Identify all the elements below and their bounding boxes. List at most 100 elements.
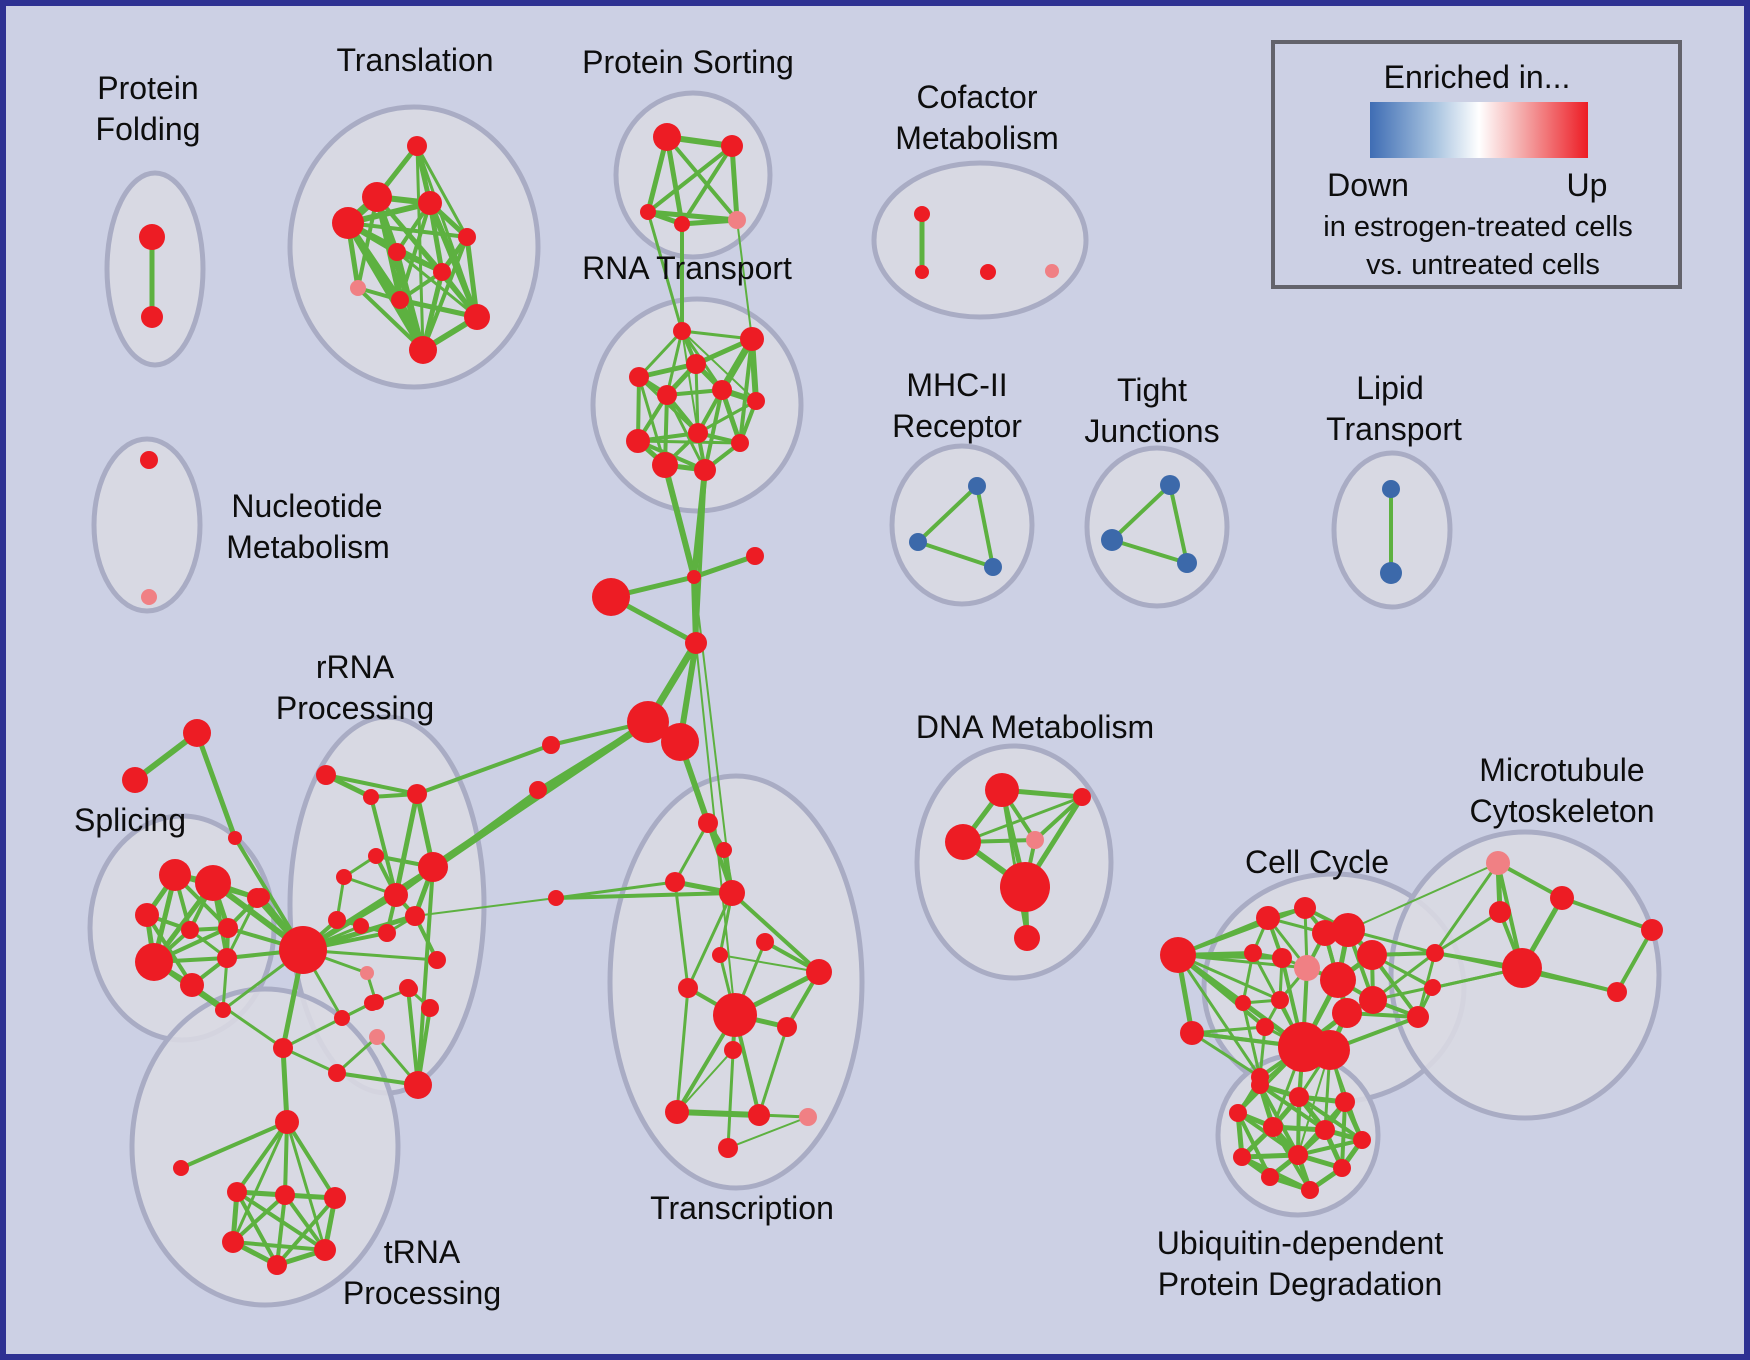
network-node <box>1315 1120 1335 1140</box>
network-edge <box>662 462 697 580</box>
network-node <box>1335 1092 1355 1112</box>
network-node <box>141 306 163 328</box>
network-node <box>458 228 476 246</box>
network-node <box>433 263 451 281</box>
cluster-ellipse-cofactor-metabolism <box>871 160 1089 320</box>
network-node <box>1424 980 1440 996</box>
network-node <box>629 367 649 387</box>
network-node <box>1233 1148 1251 1166</box>
network-node <box>1489 901 1511 923</box>
network-edge <box>231 1193 287 1244</box>
network-node <box>694 459 716 481</box>
network-edge <box>415 144 469 239</box>
network-edge <box>686 891 734 990</box>
network-node <box>640 204 656 220</box>
network-node <box>1026 831 1044 849</box>
network-edge <box>285 1120 337 1200</box>
cluster-label: DNA Metabolism <box>916 709 1154 745</box>
network-node <box>180 973 204 997</box>
network-edge <box>280 1045 290 1125</box>
network-node <box>1359 986 1387 1014</box>
network-edge <box>1296 1138 1364 1157</box>
cluster-label: tRNA <box>384 1234 461 1270</box>
network-edge <box>1000 788 1029 940</box>
network-node <box>1294 955 1320 981</box>
network-node <box>1000 862 1050 912</box>
network-node <box>1294 897 1316 919</box>
network-node <box>673 322 691 340</box>
cluster-label: Folding <box>96 111 201 147</box>
network-node <box>195 865 231 901</box>
network-node <box>1289 1087 1309 1107</box>
network-node <box>1101 529 1123 551</box>
network-edge <box>356 286 425 352</box>
network-edge <box>301 865 435 952</box>
cluster-label: Transcription <box>650 1190 834 1226</box>
network-edge <box>916 484 979 544</box>
network-node <box>945 824 981 860</box>
network-node <box>712 947 728 963</box>
network-node <box>273 1038 293 1058</box>
network-node <box>418 191 442 215</box>
network-node <box>1353 1131 1371 1149</box>
network-node <box>275 1185 295 1205</box>
network-node <box>686 354 706 374</box>
cluster-label: Metabolism <box>895 120 1059 156</box>
network-edge <box>324 773 419 796</box>
network-edge <box>225 896 259 960</box>
network-node <box>1550 886 1574 910</box>
network-edge <box>275 1196 337 1267</box>
network-edge <box>283 1193 327 1252</box>
network-node <box>1256 1018 1274 1036</box>
network-node <box>1357 940 1387 970</box>
network-node <box>747 392 765 410</box>
network-edge <box>664 134 685 227</box>
network-edge <box>285 1120 327 1252</box>
network-node <box>1045 264 1059 278</box>
legend-subtitle-line1: in estrogen-treated cells <box>1323 211 1633 243</box>
network-edge <box>231 1240 327 1252</box>
network-edge <box>673 821 710 884</box>
network-edge <box>1176 906 1307 957</box>
cluster-label: Ubiquitin-dependent <box>1157 1225 1444 1261</box>
network-edge <box>1560 896 1654 932</box>
network-node <box>275 1110 299 1134</box>
network-edge <box>676 1049 734 1113</box>
network-edge <box>691 553 758 580</box>
network-node <box>404 1071 432 1099</box>
network-node <box>135 903 159 927</box>
network-node <box>159 859 191 891</box>
legend-subtitle-line2: vs. untreated cells <box>1366 249 1600 281</box>
network-node <box>985 773 1019 807</box>
network-node <box>314 1239 336 1261</box>
network-edge <box>729 143 740 223</box>
network-node <box>332 207 364 239</box>
network-node <box>1320 962 1356 998</box>
network-node <box>529 781 547 799</box>
network-node <box>665 1100 689 1124</box>
network-node <box>657 385 677 405</box>
cluster-label: Lipid <box>1356 370 1424 406</box>
network-edge <box>916 540 995 569</box>
cluster-ellipse-nucleotide-metabolism <box>91 436 203 614</box>
network-edge <box>179 1120 289 1170</box>
network-node <box>909 533 927 551</box>
network-edge <box>679 217 740 227</box>
cluster-label: Protein Degradation <box>1158 1266 1443 1302</box>
network-edge <box>738 337 754 445</box>
cluster-label: Translation <box>336 42 493 78</box>
network-node <box>384 883 408 907</box>
network-edge <box>397 297 480 320</box>
network-node <box>1160 475 1180 495</box>
cluster-label: Cell Cycle <box>1245 844 1389 880</box>
cluster-label: Receptor <box>892 408 1022 444</box>
network-edge <box>727 1116 809 1149</box>
cluster-ellipse-mhc-ii-receptor <box>889 443 1035 607</box>
network-edge <box>673 880 690 990</box>
network-node <box>218 918 238 938</box>
network-edge <box>681 330 699 434</box>
network-node <box>418 852 448 882</box>
network-edge <box>414 897 557 917</box>
